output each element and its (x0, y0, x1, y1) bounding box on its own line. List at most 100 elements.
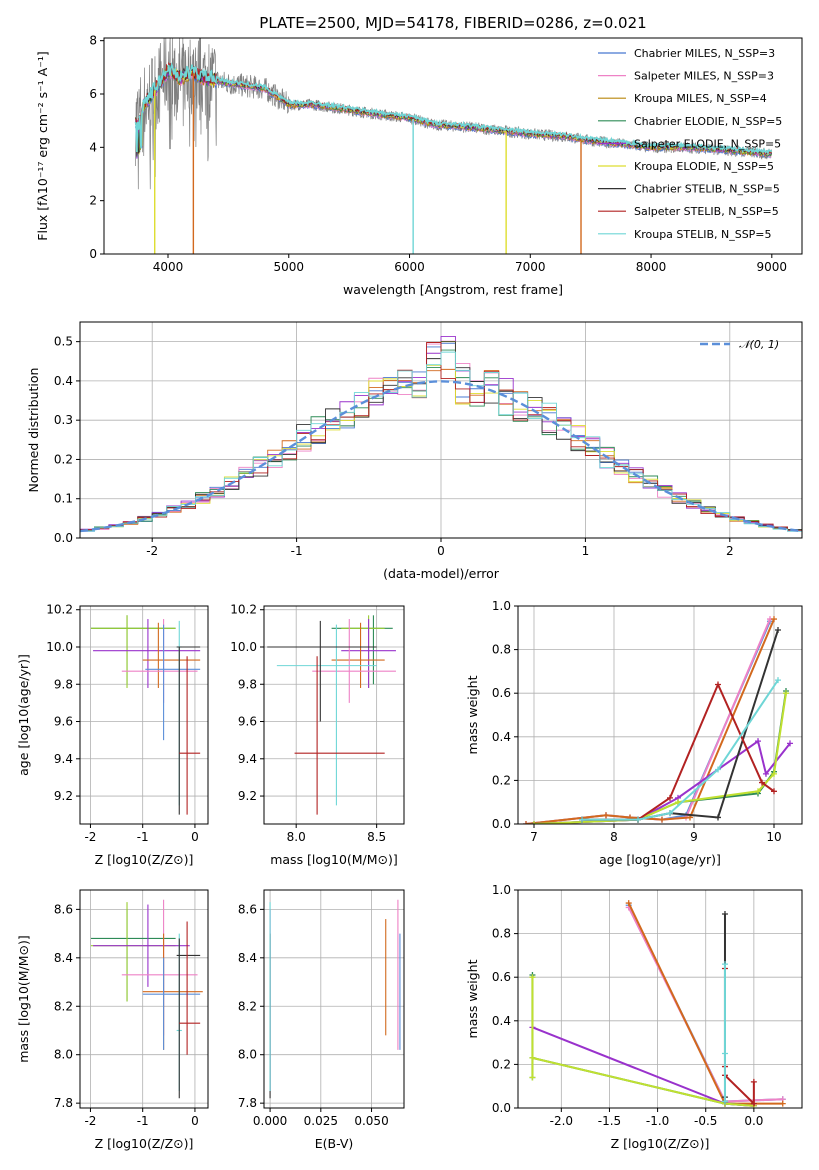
data-point (715, 681, 721, 688)
plot-area-6 (264, 890, 404, 1108)
x-tick-label: -2.0 (550, 1114, 573, 1128)
data-point (625, 900, 632, 907)
panel-7 (514, 889, 803, 1112)
y-tick-label: 10.2 (46, 603, 73, 617)
y-tick-label: 9.8 (238, 677, 257, 691)
x-axis-label: Z [log10(Z/Z⊙)] (95, 1136, 194, 1151)
x-tick-label: -0.5 (694, 1114, 717, 1128)
y-tick-label: 8.4 (238, 951, 257, 965)
x-tick-label: -1.5 (598, 1114, 621, 1128)
data-point (759, 779, 765, 786)
y-tick-label: 9.4 (238, 752, 257, 766)
x-tick-label: -2 (84, 1114, 96, 1128)
y-tick-label: 8.2 (238, 999, 257, 1013)
x-tick-label: 6000 (394, 260, 425, 274)
y-axis-label: age [log10(age/yr)] (16, 654, 31, 776)
x-tick-label: 5000 (273, 260, 304, 274)
axes-frame (79, 321, 803, 539)
axes-frame (103, 37, 803, 255)
legend-entry: Kroupa STELIB, N_SSP=5 (634, 228, 772, 241)
data-point (763, 770, 769, 777)
x-tick-label: 0.000 (253, 1114, 287, 1128)
y-axis-label: mass [log10(M/M⊙)] (16, 935, 31, 1063)
y-tick-label: 9.2 (54, 789, 73, 803)
x-axis-label: Z [log10(Z/Z⊙)] (611, 1136, 710, 1151)
data-point (523, 821, 529, 824)
y-tick-label: 9.4 (54, 752, 73, 766)
legend-entry: Kroupa MILES, N_SSP=4 (634, 92, 767, 105)
axes-frame (79, 605, 209, 825)
data-point (787, 740, 793, 747)
y-tick-label: 10.2 (230, 603, 257, 617)
y-tick-label: 0.0 (492, 1101, 511, 1115)
x-tick-label: 8000 (636, 260, 667, 274)
data-point (715, 814, 721, 821)
gaussian-curve (80, 380, 802, 533)
data-point (771, 770, 777, 777)
y-tick-label: 7.8 (238, 1096, 257, 1110)
plot-area-3 (264, 606, 404, 824)
y-tick-label: 0.8 (492, 643, 511, 657)
y-tick-label: 0.8 (492, 927, 511, 941)
data-point (775, 626, 781, 633)
x-tick-label: 8.5 (367, 830, 386, 844)
data-point (721, 961, 728, 968)
data-point (635, 816, 641, 823)
data-point (779, 1100, 786, 1107)
y-tick-label: 0.0 (54, 531, 73, 545)
y-tick-label: 0.2 (492, 1057, 511, 1071)
legend-entry: Salpeter ELODIE, N_SSP=5 (634, 137, 781, 150)
panel-1 (76, 321, 803, 542)
y-tick-label: 0.4 (492, 1014, 511, 1028)
y-tick-label: 0.0 (492, 817, 511, 831)
data-point (659, 816, 665, 823)
plot-area-5 (80, 890, 208, 1108)
y-tick-label: 8.0 (54, 1048, 73, 1062)
axes-frame (263, 889, 405, 1109)
y-tick-label: 0.2 (54, 452, 73, 466)
data-point (783, 690, 789, 697)
data-point (603, 812, 609, 819)
x-tick-label: 7 (530, 830, 538, 844)
y-tick-label: 8.6 (238, 902, 257, 916)
panel-0 (100, 37, 803, 258)
model-spectrum-8 (134, 62, 773, 156)
y-tick-label: 6 (89, 87, 97, 101)
y-axis-label: mass weight (465, 959, 480, 1038)
legend-entry: Kroupa ELODIE, N_SSP=5 (634, 160, 774, 173)
y-tick-label: 8.6 (54, 902, 73, 916)
x-tick-label: 9 (690, 830, 698, 844)
y-tick-label: 1.0 (492, 599, 511, 613)
panel-6 (260, 889, 405, 1112)
data-point (715, 766, 721, 773)
histogram-8 (80, 351, 802, 532)
y-tick-label: 0.2 (492, 773, 511, 787)
x-tick-label: 0.0 (744, 1114, 763, 1128)
legend-entry: Chabrier ELODIE, N_SSP=5 (634, 115, 782, 128)
data-point (755, 788, 761, 795)
y-axis-label: mass weight (465, 675, 480, 754)
axes-frame (79, 889, 209, 1109)
y-tick-label: 8.0 (238, 1048, 257, 1062)
x-tick-label: 0.025 (304, 1114, 338, 1128)
y-tick-label: 10.0 (46, 640, 73, 654)
legend-entry: Chabrier MILES, N_SSP=3 (634, 47, 775, 60)
panel-5 (76, 889, 209, 1112)
x-axis-label: mass [log10(M/M⊙)] (270, 852, 398, 867)
plot-area-1 (80, 322, 802, 538)
y-tick-label: 0.6 (492, 686, 511, 700)
x-tick-label: -1 (291, 544, 303, 558)
plot-area-4 (518, 606, 802, 824)
y-tick-label: 0.6 (492, 970, 511, 984)
data-point (579, 816, 585, 823)
data-point (667, 794, 673, 801)
series-line-4 (533, 739, 791, 824)
plot-area-2 (80, 606, 208, 824)
x-tick-label: -1 (137, 1114, 149, 1128)
x-axis-label: Z [log10(Z/Z⊙)] (95, 852, 194, 867)
data-point (721, 910, 728, 917)
x-tick-label: 0 (437, 544, 445, 558)
data-point (750, 1078, 757, 1085)
x-tick-label: 8 (610, 830, 618, 844)
